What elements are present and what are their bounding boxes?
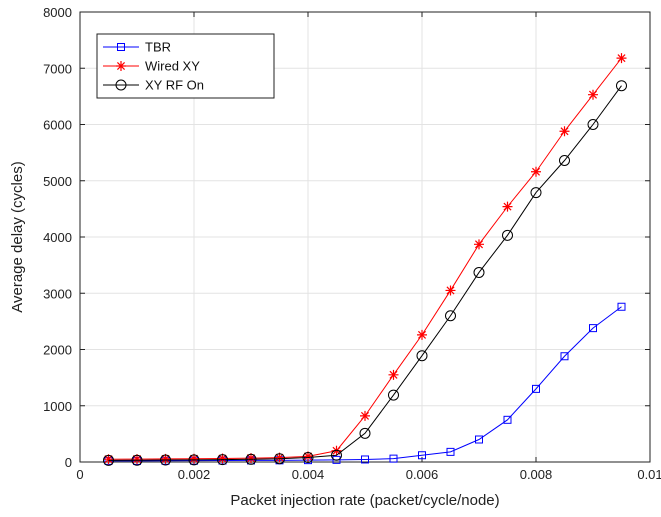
data-point [446,447,455,456]
y-tick-labels: 0 1000 2000 3000 4000 5000 6000 7000 8000 [43,5,72,470]
data-point [160,454,171,466]
legend-label: Wired XY [145,59,200,74]
data-point [502,229,513,241]
data-point [531,166,541,177]
legend-label: XY RF On [145,78,204,93]
legend: TBR Wired XY XY RF On [96,33,275,99]
data-point [217,453,228,464]
data-point [274,453,285,465]
series-line [108,85,622,461]
data-point [589,324,597,333]
data-point [530,187,542,199]
data-point [503,415,512,424]
data-point [616,53,627,64]
x-tick-label: 0.004 [292,467,325,482]
data-point [302,452,314,463]
data-point [389,454,398,463]
data-point [332,455,341,464]
data-point [418,451,426,460]
data-point [475,435,483,444]
data-point [474,239,484,250]
data-point [617,302,626,311]
x-tick-label: 0.002 [178,467,211,482]
data-point [445,310,456,322]
legend-marker [117,43,125,51]
data-point [473,266,485,278]
data-point [559,155,570,166]
data-point [245,453,257,465]
data-point [417,329,427,340]
series-layer [103,53,627,466]
y-tick-label: 5000 [43,174,72,189]
data-point [616,80,627,92]
data-point [532,384,540,393]
data-point [103,454,114,465]
data-point [217,454,228,466]
y-tick-label: 8000 [43,5,72,20]
data-point [331,449,342,461]
y-tick-label: 4000 [43,230,72,245]
series-xy-rf-on [103,80,627,466]
y-tick-label: 1000 [43,399,72,414]
data-point [559,126,570,137]
y-axis-label: Average delay (cycles) [9,161,26,312]
x-axis-label: Packet injection rate (packet/cycle/node… [230,492,499,509]
data-point [360,410,370,421]
data-point [188,454,200,466]
data-point [131,454,143,466]
data-point [388,389,399,401]
y-tick-label: 6000 [43,118,72,133]
y-tick-label: 2000 [43,343,72,358]
x-tick-label: 0.01 [637,467,661,482]
data-point [160,453,171,464]
data-point [388,369,399,380]
data-point [588,89,598,100]
data-point [502,201,513,212]
data-point [416,350,428,362]
legend-marker [116,61,126,71]
x-tick-labels: 0 0.002 0.004 0.006 0.008 0.01 [76,467,661,482]
data-point [274,452,285,463]
legend-label: TBR [145,40,171,55]
x-tick-label: 0.006 [406,467,439,482]
data-point [132,454,142,465]
y-tick-label: 7000 [43,61,72,76]
legend-marker [115,79,127,91]
legend-box [96,33,275,99]
data-point [560,352,569,361]
data-point [103,454,114,466]
data-point [246,453,256,464]
axis-ticks [79,11,651,463]
data-point [587,119,599,130]
x-tick-label: 0 [76,467,83,482]
y-tick-label: 3000 [43,286,72,301]
x-tick-label: 0.008 [520,467,553,482]
data-point [359,427,371,439]
data-point [189,453,199,464]
y-tick-label: 0 [65,455,72,470]
data-point [303,451,313,462]
data-point [361,455,369,464]
data-point [445,285,456,296]
